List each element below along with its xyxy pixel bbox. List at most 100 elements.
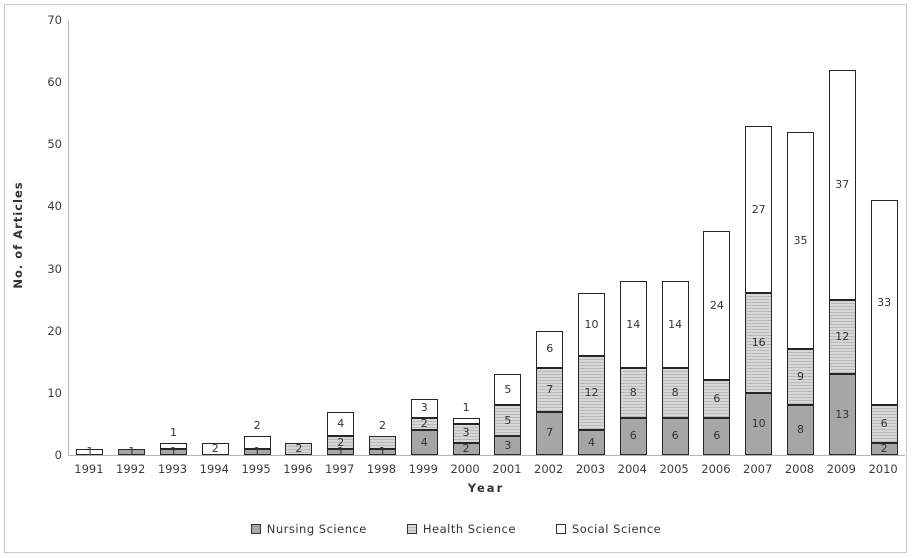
bar-value-label: 13 bbox=[835, 407, 850, 421]
bar-segment-social-science bbox=[243, 436, 271, 449]
bar-value-label: 1 bbox=[253, 444, 261, 458]
bar-segment-health-science bbox=[661, 368, 689, 418]
legend-label: Health Science bbox=[422, 522, 516, 536]
bar-value-label: 6 bbox=[629, 429, 637, 443]
bar-segment-health-science bbox=[410, 417, 438, 431]
bar-segment-nursing-science bbox=[745, 392, 773, 455]
y-tick-label: 50 bbox=[47, 137, 62, 152]
x-tick-label: 1992 bbox=[116, 462, 146, 476]
bar-segment-health-science bbox=[327, 436, 355, 449]
nursing-science-swatch-icon bbox=[250, 524, 261, 534]
bar-value-label: 35 bbox=[793, 233, 808, 247]
y-tick-label: 40 bbox=[47, 199, 62, 214]
x-tick-label: 1996 bbox=[283, 462, 313, 476]
bar-segment-nursing-science bbox=[536, 411, 564, 455]
bar-value-label: 24 bbox=[709, 298, 724, 312]
bar-value-label: 12 bbox=[835, 329, 850, 343]
bar-value-label: 33 bbox=[877, 295, 892, 309]
bar-segment-health-science bbox=[494, 405, 522, 437]
bar-segment-nursing-science bbox=[787, 405, 814, 455]
social-science-swatch-icon bbox=[555, 524, 566, 534]
bar-segment-health-science bbox=[578, 355, 605, 431]
bar-segment-social-science bbox=[76, 448, 104, 455]
bar-value-label: 1 bbox=[337, 444, 345, 458]
bar-value-label: 14 bbox=[668, 317, 683, 331]
bar-value-label: 6 bbox=[713, 429, 721, 443]
bar-segment-social-science bbox=[160, 442, 187, 449]
bar-segment-nursing-science bbox=[619, 417, 647, 455]
bar-segment-nursing-science bbox=[578, 430, 605, 455]
bar-value-label: 2 bbox=[211, 441, 219, 455]
legend-item-nursing-science: Nursing Science bbox=[250, 522, 367, 536]
bar-value-label: 6 bbox=[880, 416, 888, 430]
x-tick-label: 2005 bbox=[659, 462, 689, 476]
bar-segment-nursing-science bbox=[452, 442, 480, 455]
x-tick-label: 2007 bbox=[743, 462, 773, 476]
bar-segment-social-science bbox=[201, 442, 229, 455]
bar-value-label: 7 bbox=[546, 382, 554, 396]
x-axis-title: Year bbox=[467, 481, 505, 495]
bar-value-label: 7 bbox=[546, 426, 554, 440]
bar-value-label: 10 bbox=[584, 317, 599, 331]
bar-value-label: 4 bbox=[420, 435, 428, 449]
bar-segment-nursing-science bbox=[828, 374, 856, 455]
bar-value-label: 3 bbox=[462, 426, 470, 440]
bar-segment-social-science bbox=[410, 399, 438, 418]
y-tick-label: 20 bbox=[47, 323, 62, 338]
bar-segment-nursing-science bbox=[661, 417, 689, 455]
bar-segment-social-science bbox=[619, 281, 647, 368]
bar-segment-nursing-science bbox=[243, 448, 271, 455]
bar-segment-health-science bbox=[828, 299, 856, 375]
bar-segment-health-science bbox=[536, 368, 564, 412]
bar-segment-nursing-science bbox=[369, 448, 396, 455]
bar-value-label: 2 bbox=[880, 441, 888, 455]
bar-segment-social-science bbox=[828, 69, 856, 300]
bar-segment-social-science bbox=[703, 231, 731, 381]
x-tick-label: 2000 bbox=[450, 462, 480, 476]
bar-segment-social-science bbox=[327, 411, 355, 437]
bar-segment-nursing-science bbox=[703, 417, 731, 455]
x-tick-label: 1991 bbox=[74, 462, 104, 476]
bar-segment-health-science bbox=[452, 423, 480, 443]
bar-value-label: 10 bbox=[751, 416, 766, 430]
y-axis-title: No. of Articles bbox=[11, 181, 25, 289]
bar-value-label: 6 bbox=[713, 392, 721, 406]
bar-segment-health-science bbox=[870, 405, 898, 443]
bar-value-label: 2 bbox=[337, 435, 345, 449]
bar-segment-social-science bbox=[787, 131, 814, 350]
x-tick-label: 2002 bbox=[534, 462, 564, 476]
y-tick-label: 0 bbox=[54, 448, 62, 462]
bar-value-label: 8 bbox=[797, 423, 804, 437]
bar-segment-nursing-science bbox=[118, 448, 146, 455]
y-tick-label: 30 bbox=[47, 261, 62, 276]
y-tick-label: 70 bbox=[47, 13, 62, 27]
bar-value-label: 3 bbox=[420, 401, 428, 415]
health-science-swatch-icon bbox=[406, 524, 417, 534]
legend-item-health-science: Health Science bbox=[406, 522, 516, 536]
bar-value-label: 12 bbox=[584, 385, 599, 399]
y-tick-label: 60 bbox=[47, 75, 62, 90]
bar-value-label: 8 bbox=[629, 385, 637, 399]
bar-value-label: 37 bbox=[835, 177, 850, 191]
bar-segment-health-science bbox=[369, 436, 396, 449]
bar-value-label: 8 bbox=[671, 385, 679, 399]
plot-area: 1 1 1 1 2 1 2 2 1 2 4 1 2 4 2 3 2 3 1 3 5 5 7 7 6 4 12 10 6 8 14 6 8 14 6 6… bbox=[68, 20, 905, 458]
bar-value-label: 2 bbox=[379, 419, 386, 433]
legend-item-social-science: Social Science bbox=[555, 522, 661, 536]
x-tick-label: 1998 bbox=[366, 462, 397, 476]
bar-segment-social-science bbox=[745, 125, 773, 294]
bar-segment-health-science bbox=[285, 442, 313, 455]
bar-segment-health-science bbox=[787, 349, 814, 406]
bar-segment-social-science bbox=[661, 281, 689, 368]
x-tick-label: 2006 bbox=[701, 462, 731, 476]
x-tick-label: 1997 bbox=[325, 462, 355, 476]
bar-value-label: 4 bbox=[588, 435, 595, 449]
bar-value-label: 3 bbox=[504, 438, 512, 452]
bar-segment-health-science bbox=[619, 368, 647, 418]
bar-segment-social-science bbox=[536, 330, 564, 368]
bar-segment-health-science bbox=[745, 293, 773, 393]
x-tick-label: 2010 bbox=[868, 462, 898, 476]
bar-value-label: 2 bbox=[462, 441, 470, 455]
bar-segment-nursing-science bbox=[327, 448, 355, 455]
